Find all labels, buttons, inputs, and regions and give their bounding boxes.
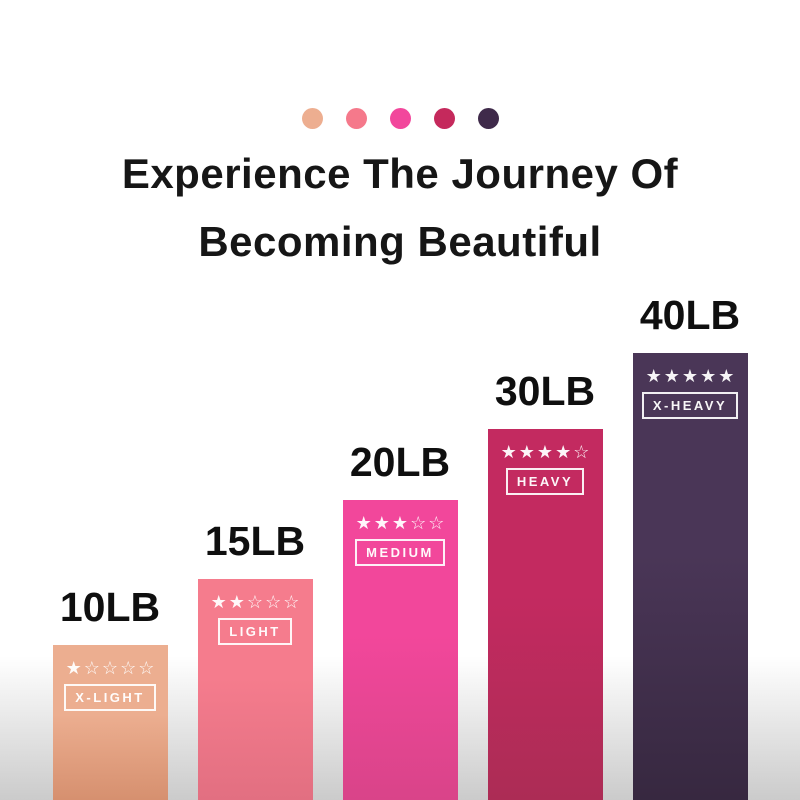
palette-dots-row (0, 108, 800, 129)
bar-weight-label: 40LB (639, 292, 741, 338)
resistance-band-bar: ★★★☆☆ MEDIUM (342, 500, 458, 800)
resistance-band-bar: ★★☆☆☆ LIGHT (197, 579, 313, 800)
level-badge-label: X-HEAVY (652, 398, 728, 413)
palette-dot-icon (345, 108, 367, 129)
star-rating-icons: ★☆☆☆☆ (65, 658, 157, 678)
level-badge: LIGHT (218, 618, 292, 645)
bar-column: 30LB ★★★★☆ HEAVY (487, 368, 603, 800)
page-title: Experience The Journey Of Becoming Beaut… (0, 140, 800, 276)
resistance-band-bar: ★☆☆☆☆ X-LIGHT (52, 645, 168, 800)
level-badge-label: X-LIGHT (75, 690, 145, 705)
resistance-band-bar: ★★★★☆ HEAVY (487, 429, 603, 800)
bar-weight-label: 20LB (349, 439, 451, 485)
palette-dot-icon (433, 108, 455, 129)
page-title-line1: Experience The Journey Of (121, 150, 679, 197)
palette-dot-icon (301, 108, 323, 129)
level-badge-label: LIGHT (229, 624, 281, 639)
bar-weight-label: 10LB (59, 584, 161, 630)
bar-column: 10LB ★☆☆☆☆ X-LIGHT (52, 584, 168, 800)
star-rating-icons: ★★★★★ (645, 366, 737, 386)
star-rating-icons: ★★★☆☆ (355, 513, 447, 533)
star-rating-icons: ★★☆☆☆ (210, 592, 302, 612)
star-rating-icons: ★★★★☆ (500, 442, 592, 462)
level-badge: X-LIGHT (64, 684, 156, 711)
level-badge: X-HEAVY (641, 392, 739, 419)
level-badge: MEDIUM (355, 539, 445, 566)
palette-dot-icon (477, 108, 499, 129)
level-badge-label: HEAVY (516, 474, 574, 489)
page-title-line2: Becoming Beautiful (198, 218, 602, 265)
bar-column: 40LB ★★★★★ X-HEAVY (632, 292, 748, 800)
bar-weight-label: 15LB (204, 518, 306, 564)
level-badge: HEAVY (505, 468, 585, 495)
bar-column: 20LB ★★★☆☆ MEDIUM (342, 439, 458, 800)
bar-column: 15LB ★★☆☆☆ LIGHT (197, 518, 313, 800)
bar-weight-label: 30LB (494, 368, 596, 414)
bar-chart: 10LB ★☆☆☆☆ X-LIGHT 15LB ★★☆☆☆ LIGHT 20LB… (0, 295, 800, 800)
resistance-band-bar: ★★★★★ X-HEAVY (632, 353, 748, 800)
palette-dot-icon (389, 108, 411, 129)
level-badge-label: MEDIUM (366, 545, 434, 560)
